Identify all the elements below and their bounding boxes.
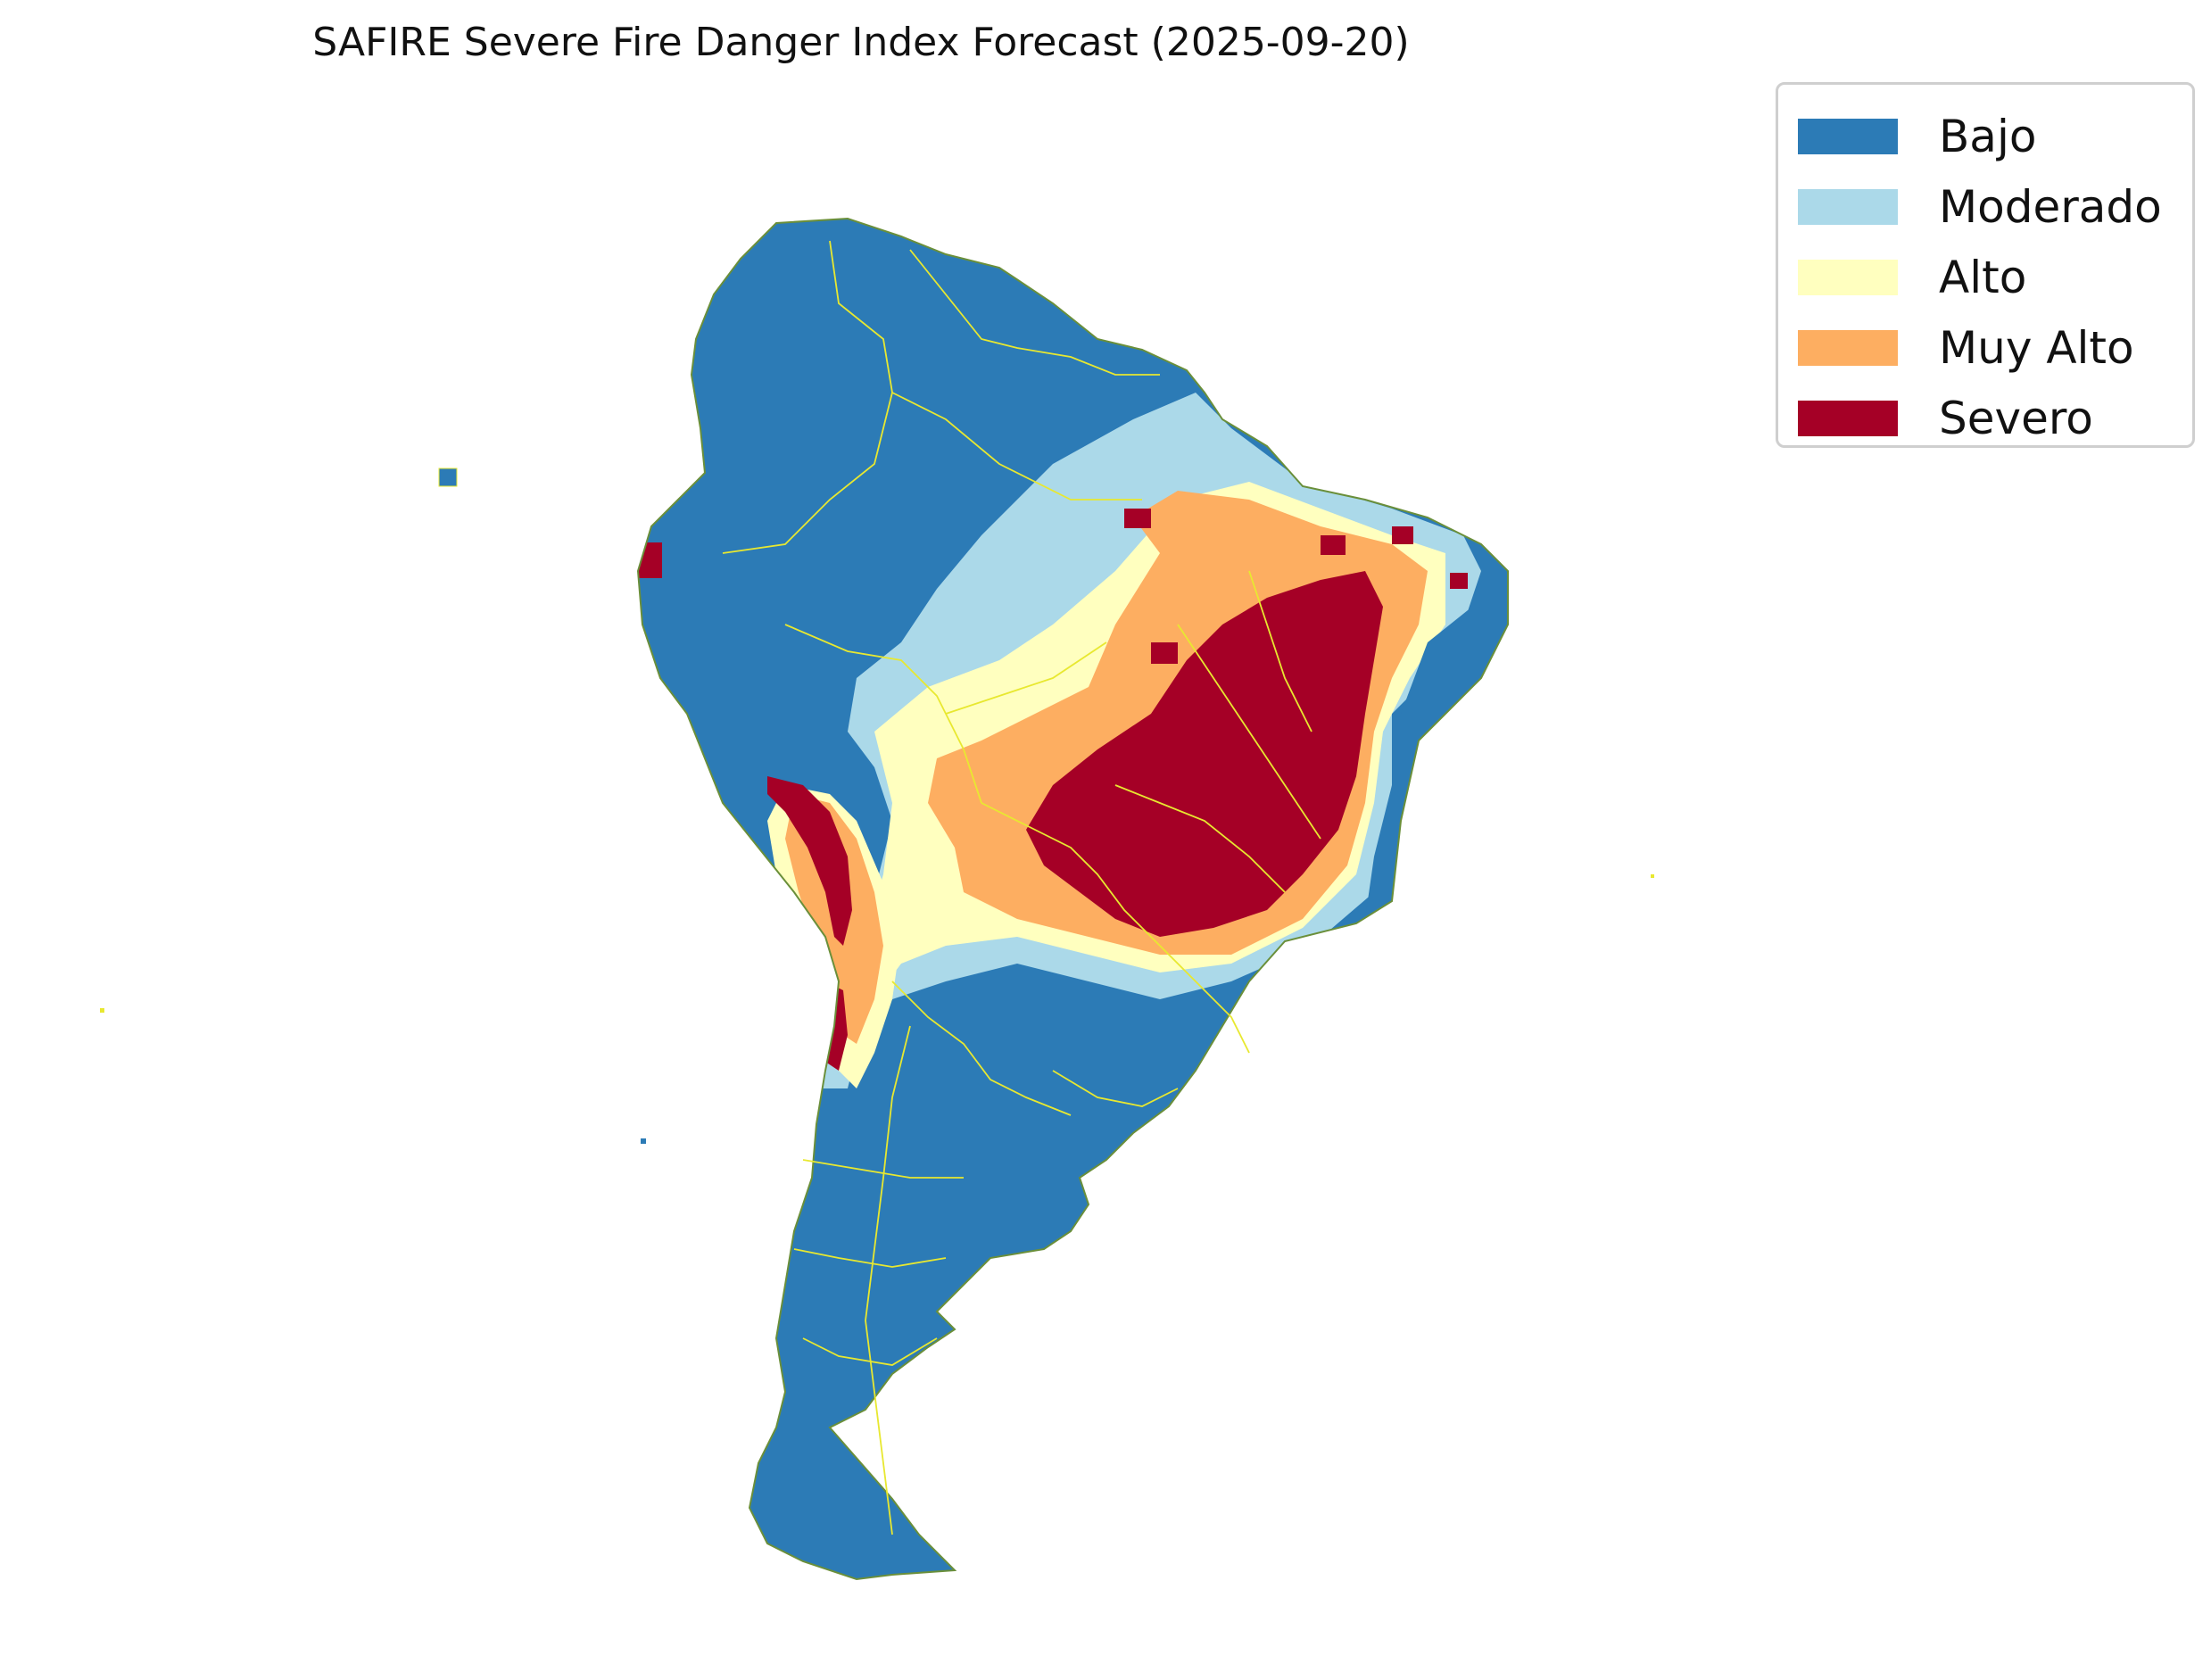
- island: [100, 1008, 104, 1013]
- island: [641, 1138, 646, 1144]
- severo-patch: [1321, 535, 1346, 555]
- continent-outline: [636, 217, 1509, 1581]
- legend-label: Muy Alto: [1939, 321, 2134, 374]
- galapagos-islands: [438, 468, 458, 487]
- legend-swatch: [1798, 329, 1898, 366]
- legend-label: Bajo: [1939, 110, 2037, 162]
- legend-item-alto: Alto: [1798, 242, 2192, 312]
- ecuador-severo-patch: [638, 542, 662, 578]
- legend-label: Alto: [1939, 251, 2027, 303]
- island: [1651, 874, 1654, 878]
- legend: Bajo Moderado Alto Muy Alto Severo: [1776, 82, 2195, 448]
- andes-severo-strip: [767, 776, 852, 946]
- legend-item-bajo: Bajo: [1798, 101, 2192, 171]
- severo-patch: [1392, 526, 1413, 544]
- legend-swatch: [1798, 259, 1898, 295]
- legend-item-moderado: Moderado: [1798, 171, 2192, 242]
- legend-label: Severo: [1939, 392, 2093, 444]
- legend-item-muy-alto: Muy Alto: [1798, 312, 2192, 383]
- severo-patch: [1124, 509, 1151, 528]
- country-borders: [722, 240, 1321, 1535]
- legend-label: Moderado: [1939, 180, 2162, 233]
- legend-swatch: [1798, 400, 1898, 436]
- severo-patch: [1450, 573, 1468, 589]
- map-title: SAFIRE Severe Fire Danger Index Forecast…: [312, 20, 1410, 65]
- severo-patch: [1151, 642, 1178, 664]
- legend-swatch: [1798, 188, 1898, 225]
- legend-item-severo: Severo: [1798, 383, 2192, 453]
- legend-swatch: [1798, 118, 1898, 154]
- zone-severo: [1026, 571, 1383, 937]
- fire-danger-map: [100, 217, 1654, 1581]
